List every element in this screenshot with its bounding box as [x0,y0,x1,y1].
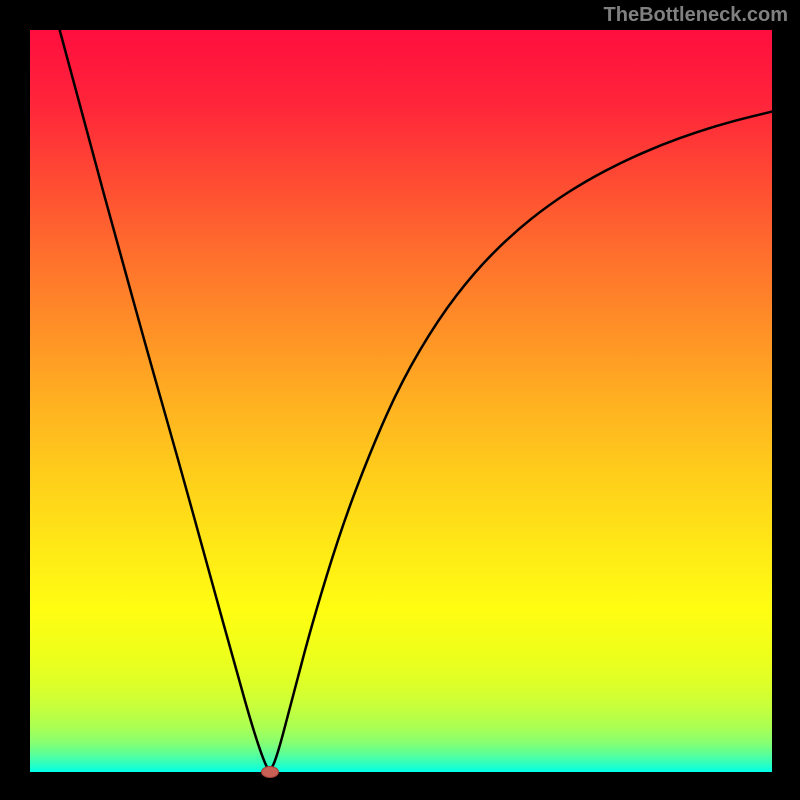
watermark-text: TheBottleneck.com [604,4,788,27]
minimum-marker [261,766,279,778]
curve-overlay [30,30,772,772]
bottleneck-curve [60,30,772,769]
chart-container: TheBottleneck.com [0,0,800,800]
plot-area [30,30,772,772]
